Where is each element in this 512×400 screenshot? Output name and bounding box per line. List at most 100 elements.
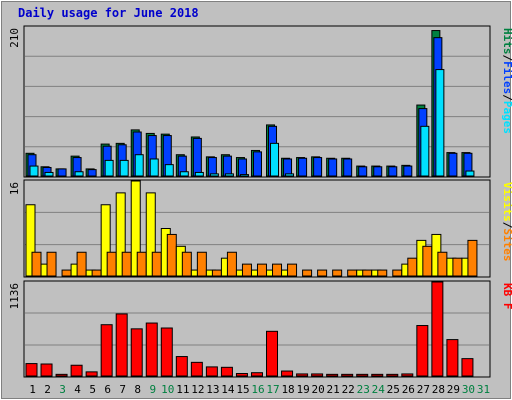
legend-separator: / — [501, 94, 512, 101]
bar-kb-f-day-6 — [100, 324, 113, 377]
bar-kb-f-day-26 — [401, 373, 414, 377]
bar-sites-day-11 — [181, 251, 192, 277]
legend-kb-f: KB F — [501, 283, 512, 310]
bar-files-day-16 — [252, 151, 262, 177]
y-max-label: 210 — [8, 28, 21, 48]
bar-sites-day-16 — [256, 263, 267, 277]
x-tick-label: 4 — [74, 383, 81, 396]
x-tick-label: 13 — [206, 383, 219, 396]
x-tick-label: 19 — [296, 383, 309, 396]
x-tick-label: 27 — [417, 383, 430, 396]
bar-pages-day-27 — [420, 125, 430, 177]
bar-sites-day-1 — [31, 251, 42, 277]
x-tick-label: 26 — [402, 383, 415, 396]
bar-kb-f-day-23 — [356, 373, 369, 377]
bar-kb-f-day-28 — [431, 281, 444, 377]
bar-pages-day-4 — [74, 171, 84, 177]
bar-files-day-15 — [237, 158, 247, 177]
bar-sites-day-14 — [226, 251, 237, 277]
bar-kb-f-day-30 — [461, 358, 474, 377]
bar-kb-f-day-24 — [371, 373, 384, 377]
bar-pages-day-30 — [465, 170, 475, 177]
bar-files-day-19 — [298, 157, 308, 177]
bar-pages-day-1 — [29, 165, 39, 177]
bar-pages-day-10 — [164, 164, 174, 177]
bar-files-day-29 — [448, 152, 458, 177]
axis-legend: Visits/Sites — [501, 182, 512, 262]
x-tick-label: 6 — [104, 383, 111, 396]
bar-files-day-24 — [373, 166, 383, 177]
x-tick-label: 23 — [357, 383, 370, 396]
bar-sites-day-5 — [91, 269, 102, 277]
legend-files: Files — [501, 61, 512, 94]
bar-pages-day-13 — [209, 173, 219, 177]
bar-kb-f-day-25 — [386, 373, 399, 377]
x-tick-label: 8 — [134, 383, 141, 396]
bar-sites-day-15 — [241, 263, 252, 277]
bar-pages-day-28 — [435, 69, 445, 177]
x-tick-label: 14 — [221, 383, 235, 396]
bar-sites-day-10 — [166, 233, 177, 277]
axis-legend: Hits/Files/Pages — [501, 28, 512, 134]
bar-pages-day-12 — [194, 171, 204, 177]
x-tick-label: 18 — [281, 383, 294, 396]
bar-pages-day-14 — [224, 173, 234, 177]
bar-sites-day-4 — [76, 251, 87, 277]
bar-files-day-13 — [207, 157, 217, 177]
bar-pages-day-8 — [134, 154, 144, 177]
bar-kb-f-day-10 — [160, 327, 173, 377]
y-max-label: 16 — [8, 182, 21, 195]
bar-pages-day-15 — [239, 174, 249, 177]
bar-files-day-20 — [313, 157, 323, 177]
x-tick-label: 31 — [477, 383, 490, 396]
legend-pages: Pages — [501, 101, 512, 134]
bar-kb-f-day-13 — [205, 366, 218, 377]
x-tick-label: 9 — [149, 383, 156, 396]
bar-files-day-3 — [57, 168, 67, 177]
bar-files-day-23 — [358, 166, 368, 177]
bar-kb-f-day-14 — [220, 366, 233, 377]
bar-visits-day-9 — [145, 192, 156, 277]
bar-visits-day-8 — [130, 180, 141, 277]
bar-sites-day-28 — [437, 251, 448, 277]
bar-kb-f-day-20 — [311, 373, 324, 377]
chart-title: Daily usage for June 2018 — [18, 6, 199, 20]
bar-sites-day-2 — [46, 251, 57, 277]
bar-kb-f-day-17 — [266, 330, 279, 377]
bar-kb-f-day-21 — [326, 373, 339, 377]
x-tick-label: 22 — [342, 383, 355, 396]
bar-files-day-26 — [403, 165, 413, 177]
x-tick-label: 15 — [236, 383, 249, 396]
bar-files-day-5 — [87, 169, 97, 177]
x-tick-label: 5 — [89, 383, 96, 396]
bar-sites-day-26 — [407, 257, 418, 277]
bar-sites-day-8 — [136, 251, 147, 277]
bar-sites-day-27 — [422, 245, 433, 277]
bar-kb-f-day-7 — [115, 313, 128, 377]
bar-visits-day-1 — [25, 204, 36, 277]
bar-sites-day-23 — [362, 269, 373, 277]
bar-sites-day-18 — [287, 263, 298, 277]
x-tick-label: 3 — [59, 383, 66, 396]
bar-kb-f-day-4 — [70, 364, 83, 377]
bar-kb-f-day-29 — [446, 339, 459, 377]
bar-sites-day-24 — [377, 269, 388, 277]
bar-sites-day-7 — [121, 251, 132, 277]
bar-kb-f-day-19 — [296, 373, 309, 377]
bar-files-day-22 — [343, 158, 353, 177]
bar-kb-f-day-16 — [250, 372, 263, 377]
bar-pages-day-11 — [179, 171, 189, 177]
x-tick-label: 25 — [387, 383, 400, 396]
bar-kb-f-day-11 — [175, 356, 188, 377]
x-tick-label: 20 — [312, 383, 325, 396]
bar-visits-day-6 — [100, 204, 111, 277]
x-tick-label: 30 — [462, 383, 475, 396]
bar-sites-day-25 — [392, 269, 403, 277]
bar-kb-f-day-27 — [416, 325, 429, 377]
bar-sites-day-20 — [317, 269, 328, 277]
bar-sites-day-19 — [302, 269, 313, 277]
bar-sites-day-13 — [211, 269, 222, 277]
bar-kb-f-day-5 — [85, 371, 98, 377]
